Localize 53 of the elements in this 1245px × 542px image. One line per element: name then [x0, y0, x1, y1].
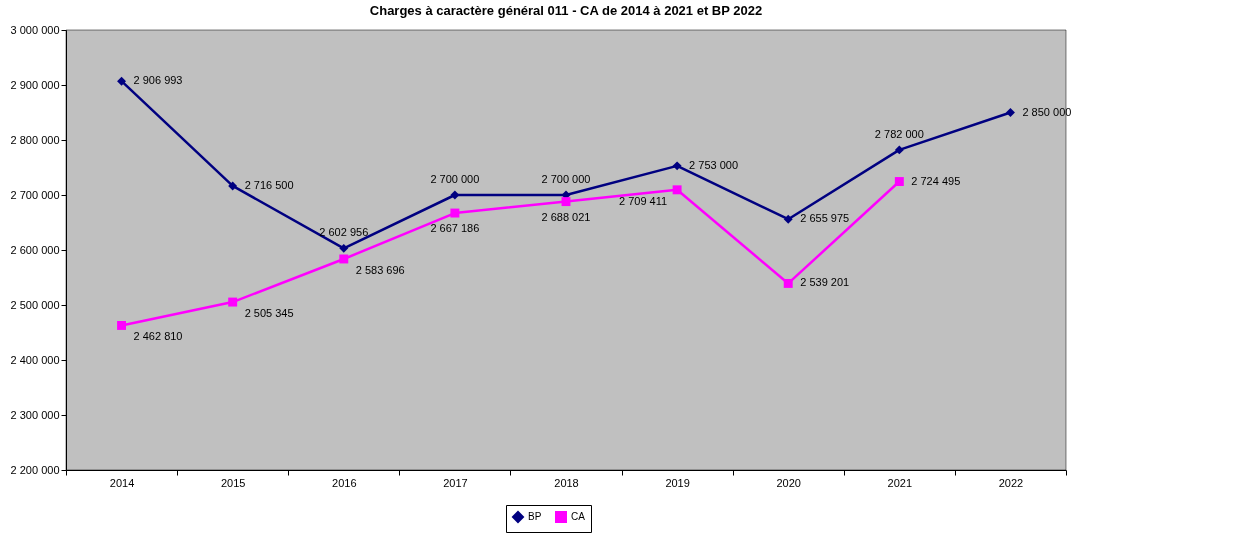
x-tick-label: 2015 — [220, 476, 246, 489]
y-tick-label: 2 900 000 — [10, 78, 60, 91]
data-label: 2 462 810 — [133, 330, 183, 343]
data-label: 2 539 201 — [800, 276, 850, 289]
data-label: 2 753 000 — [689, 158, 739, 171]
point — [117, 320, 127, 330]
y-tick-label: 2 700 000 — [10, 188, 60, 201]
point — [450, 208, 460, 218]
data-label: 2 716 500 — [244, 178, 294, 191]
data-label: 2 583 696 — [355, 263, 405, 276]
point — [783, 278, 793, 288]
x-tick-label: 2022 — [998, 476, 1024, 489]
data-label: 2 505 345 — [244, 307, 294, 320]
y-tick-label: 2 500 000 — [10, 298, 60, 311]
data-label: 2 655 975 — [800, 212, 850, 225]
y-tick-label: 3 000 000 — [10, 23, 60, 36]
point — [1005, 108, 1015, 117]
data-label: 2 724 495 — [911, 174, 961, 187]
data-label: 2 700 000 — [541, 173, 591, 185]
data-label: 2 906 993 — [133, 74, 183, 87]
x-tick-label: 2016 — [332, 476, 357, 489]
data-label: 2 709 411 — [618, 194, 668, 207]
point — [894, 145, 904, 155]
point — [894, 177, 904, 186]
point — [228, 297, 238, 307]
point — [339, 243, 349, 253]
point — [450, 190, 460, 200]
y-tick-label: 2 300 000 — [10, 408, 60, 421]
data-label: 2 782 000 — [874, 127, 924, 140]
y-tick-label: 2 200 000 — [10, 463, 60, 476]
data-label: 2 688 021 — [541, 210, 591, 223]
y-tick-label: 2 800 000 — [10, 133, 60, 146]
point — [339, 254, 349, 264]
x-tick-label: 2019 — [665, 476, 690, 489]
point — [117, 76, 127, 86]
point — [561, 197, 571, 207]
legend-label: BP — [528, 511, 542, 522]
x-tick-label: 2017 — [443, 476, 468, 489]
point — [672, 185, 682, 195]
x-tick-label: 2020 — [776, 476, 801, 489]
x-tick-label: 2018 — [554, 476, 579, 489]
data-label: 2 850 000 — [1022, 105, 1072, 118]
point — [228, 181, 238, 191]
y-tick-label: 2 400 000 — [10, 353, 60, 366]
legend-label: CA — [571, 511, 586, 522]
point — [672, 161, 682, 171]
chart-title: Charges à caractère général 011 - CA de 2014 à 2021 et BP 2022 — [369, 3, 763, 18]
data-label: 2 667 186 — [430, 222, 480, 235]
x-tick-label: 2014 — [109, 476, 135, 489]
y-tick-label: 2 600 000 — [10, 243, 60, 256]
data-label: 2 700 000 — [430, 173, 480, 185]
point — [783, 214, 793, 224]
x-tick-label: 2021 — [887, 476, 913, 489]
